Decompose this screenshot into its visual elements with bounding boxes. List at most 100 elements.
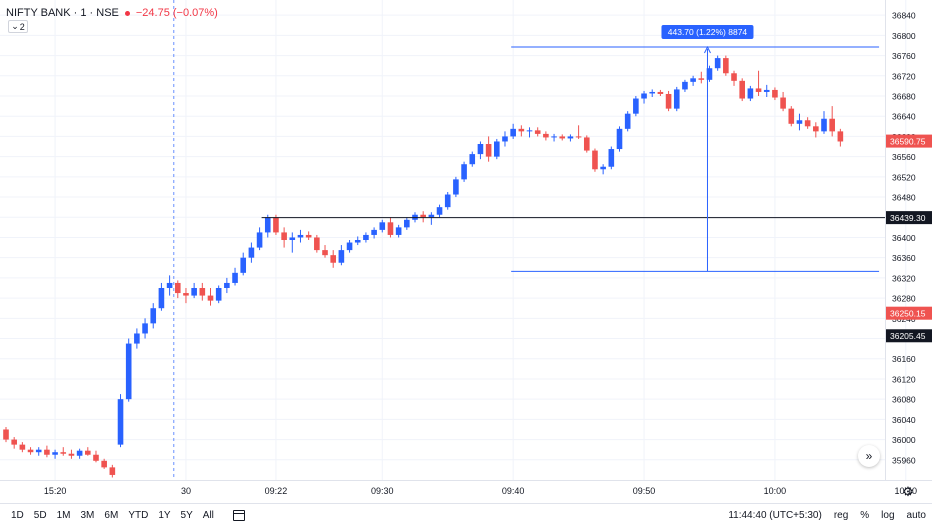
range-button-1d[interactable]: 1D <box>11 509 24 521</box>
candle-body <box>11 439 17 445</box>
session-toggle[interactable]: reg <box>833 510 849 521</box>
candle-body <box>461 164 467 180</box>
candle-body <box>502 136 508 142</box>
candle-body <box>444 194 451 208</box>
candle-body <box>101 460 107 468</box>
candle-body <box>616 128 623 150</box>
range-button-1y[interactable]: 1Y <box>158 509 171 521</box>
candle-body <box>289 237 296 240</box>
bottom-right-controls: 11:44:40 (UTC+5:30) reg % log auto <box>728 504 926 526</box>
x-tick-label: 15:20 <box>44 486 67 496</box>
candle-body <box>338 250 345 263</box>
candle-body <box>134 333 140 344</box>
y-tick-label: 36840 <box>892 11 916 21</box>
indicator-count: 2 <box>19 21 25 32</box>
candle-body <box>142 323 148 334</box>
candle-body <box>682 81 688 90</box>
candle-body <box>281 232 287 240</box>
candle-body <box>453 179 459 195</box>
candle-body <box>256 232 263 248</box>
candle-body <box>575 136 582 138</box>
range-button-5d[interactable]: 5D <box>33 509 47 521</box>
candle-body <box>27 449 34 453</box>
x-tick-label: 10:00 <box>764 486 787 496</box>
candle-body <box>698 78 705 80</box>
candle-body <box>747 88 754 99</box>
y-tick-label: 36080 <box>892 395 916 405</box>
price-label-text: 36250.15 <box>890 308 926 318</box>
candle-body <box>85 450 91 455</box>
candle-body <box>125 343 132 400</box>
y-tick-label: 36040 <box>892 415 916 425</box>
candle-body <box>395 227 402 235</box>
y-tick-label: 36640 <box>892 112 916 122</box>
y-tick-label: 35960 <box>892 455 916 465</box>
candle-body <box>714 58 721 69</box>
candle-body <box>191 288 197 296</box>
symbol-title[interactable]: NIFTY BANK · 1 · NSE <box>6 7 119 19</box>
indicators-toggle-button[interactable]: ⌄ 2 <box>8 20 28 33</box>
time-axis[interactable]: 15:203009:2209:3009:4009:5010:0010:1010:… <box>44 486 932 496</box>
gear-icon[interactable]: ⚙ <box>902 484 914 499</box>
symbol-header: NIFTY BANK · 1 · NSE −24.75 (−0.07%) <box>6 7 218 19</box>
candle-body <box>183 293 189 296</box>
candle-body <box>763 89 770 92</box>
range-button-1m[interactable]: 1M <box>56 509 71 521</box>
y-tick-label: 36520 <box>892 172 916 182</box>
auto-scale-toggle[interactable]: auto <box>906 510 926 521</box>
candle-body <box>354 240 361 243</box>
candle-body <box>731 73 737 81</box>
candle-body <box>559 136 566 139</box>
range-button-ytd[interactable]: YTD <box>128 509 149 521</box>
candle-body <box>633 98 639 114</box>
candle-body <box>796 120 803 124</box>
candle-body <box>551 136 557 138</box>
measure-drawing[interactable]: 443.70 (1.22%) 8874 <box>511 24 880 272</box>
candle-body <box>174 282 181 294</box>
market-status-dot <box>124 10 130 16</box>
candle-body <box>76 450 83 456</box>
candle-body <box>690 78 696 82</box>
candle-body <box>739 80 745 99</box>
y-tick-label: 36120 <box>892 374 916 384</box>
candle-body <box>543 133 549 138</box>
range-button-6m[interactable]: 6M <box>104 509 119 521</box>
range-button-all[interactable]: All <box>202 509 214 521</box>
candle-body <box>93 454 99 461</box>
candle-body <box>305 234 312 238</box>
clock-time[interactable]: 11:44:40 (UTC+5:30) <box>728 510 822 521</box>
range-button-5y[interactable]: 5Y <box>180 509 193 521</box>
candle-body <box>673 89 680 109</box>
x-tick-label: 09:22 <box>265 486 288 496</box>
measure-label-box <box>661 24 754 39</box>
candle-body <box>436 207 443 215</box>
range-button-3m[interactable]: 3M <box>80 509 95 521</box>
candle-body <box>510 128 516 137</box>
percent-scale-toggle[interactable]: % <box>860 510 870 521</box>
price-label-box <box>886 329 932 343</box>
candle-body <box>772 89 778 98</box>
candle-body <box>207 295 214 301</box>
candle-body <box>297 234 304 238</box>
bottom-toolbar: 1D 5D 1M 3M 6M YTD 1Y 5Y All 11:44:40 (U… <box>0 503 932 526</box>
scroll-to-realtime-button[interactable]: » <box>858 445 880 467</box>
measure-arrow-head <box>704 45 711 54</box>
x-tick-label: 09:40 <box>502 486 525 496</box>
price-label-box <box>886 211 932 225</box>
candle-body <box>60 452 67 454</box>
chevron-down-icon: ⌄ <box>11 21 19 31</box>
price-axis-labels: 36590.75 36439.30 36250.15 36205.45 <box>886 134 932 343</box>
candle-body <box>109 467 116 475</box>
calendar-icon[interactable] <box>232 509 245 521</box>
price-axis[interactable]: 3596036000360403608036120361603620036240… <box>892 11 916 466</box>
log-scale-toggle[interactable]: log <box>881 510 895 521</box>
candle-body <box>215 288 222 301</box>
candle-body <box>52 452 58 455</box>
candle-body <box>346 242 353 251</box>
y-tick-label: 36680 <box>892 92 916 102</box>
candle-body <box>780 97 786 109</box>
candle-body <box>166 282 173 288</box>
candle-body <box>477 144 484 155</box>
candle-body <box>371 229 377 235</box>
